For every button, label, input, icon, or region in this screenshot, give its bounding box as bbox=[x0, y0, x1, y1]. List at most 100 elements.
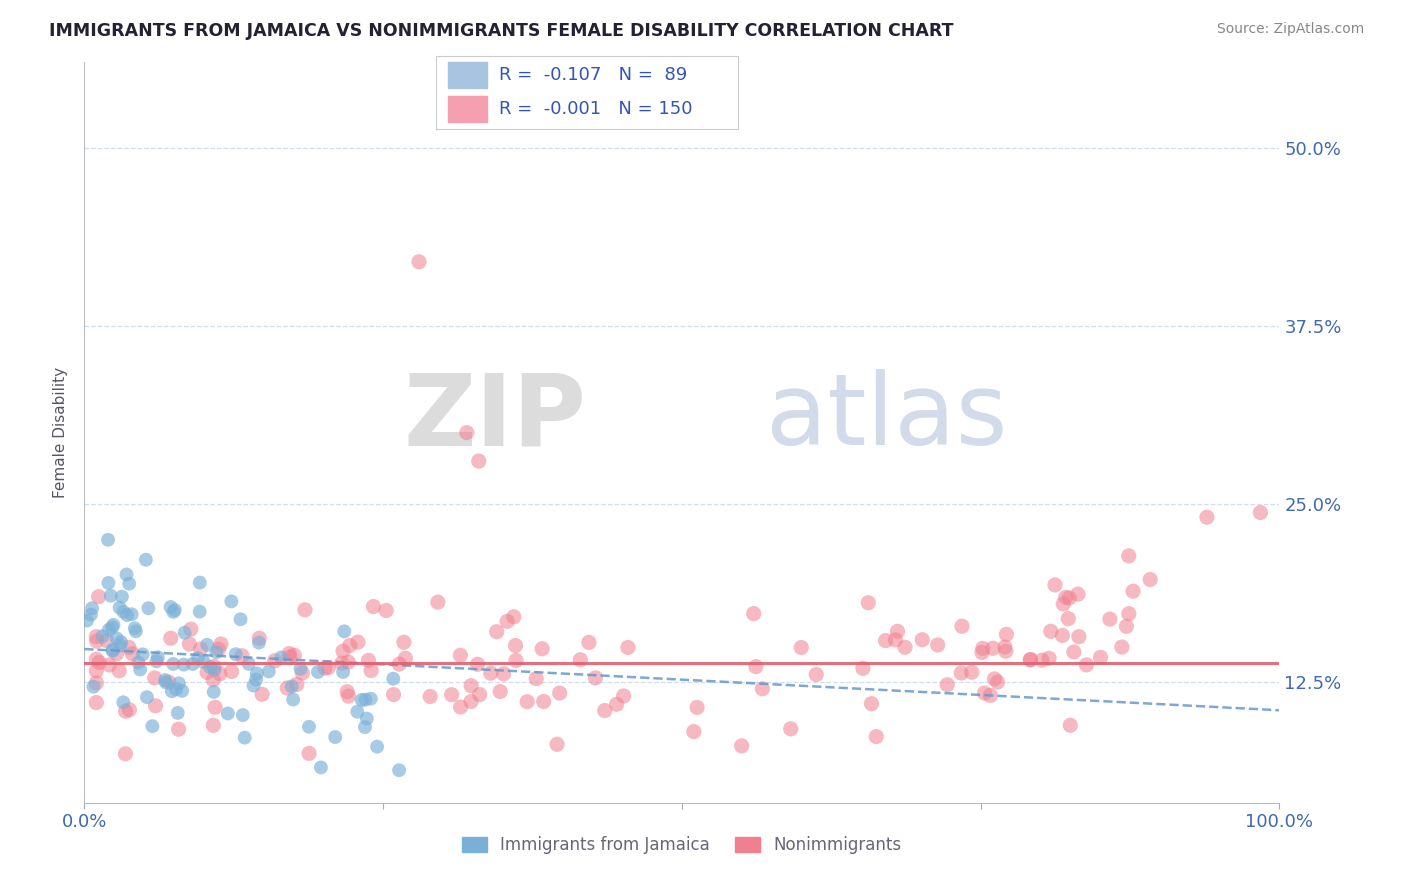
Point bbox=[1057, 612, 1080, 626]
Point bbox=[283, 692, 305, 706]
Point bbox=[180, 622, 202, 636]
Point bbox=[166, 706, 188, 720]
Point bbox=[333, 624, 356, 639]
Point bbox=[247, 635, 270, 649]
Point bbox=[440, 688, 463, 702]
Point bbox=[202, 673, 225, 687]
Point bbox=[357, 653, 380, 667]
Point bbox=[450, 700, 472, 714]
Point bbox=[806, 667, 828, 681]
Point bbox=[193, 655, 215, 669]
Point bbox=[257, 665, 280, 679]
Point bbox=[141, 719, 163, 733]
Point bbox=[285, 677, 308, 691]
Point bbox=[911, 632, 934, 647]
Point bbox=[86, 652, 108, 666]
Point bbox=[492, 666, 515, 681]
Point bbox=[1038, 651, 1060, 665]
Point bbox=[127, 656, 149, 670]
Point bbox=[245, 673, 267, 687]
Point bbox=[505, 639, 527, 653]
Point bbox=[135, 553, 157, 567]
Point bbox=[613, 689, 636, 703]
Point bbox=[336, 684, 359, 698]
Point bbox=[987, 675, 1010, 690]
Point bbox=[233, 731, 256, 745]
Point bbox=[309, 760, 332, 774]
Point bbox=[101, 643, 124, 657]
Point bbox=[276, 681, 298, 695]
Point bbox=[426, 595, 449, 609]
Point bbox=[246, 666, 269, 681]
Point bbox=[97, 533, 120, 547]
Point bbox=[1019, 652, 1042, 666]
Point bbox=[98, 658, 121, 673]
Point bbox=[585, 671, 607, 685]
Point bbox=[960, 665, 983, 680]
Point bbox=[167, 723, 190, 737]
Point bbox=[1122, 584, 1144, 599]
Point bbox=[125, 624, 148, 639]
Point bbox=[198, 660, 221, 674]
Point bbox=[283, 648, 305, 663]
Point bbox=[790, 640, 813, 655]
Point bbox=[76, 614, 98, 628]
Point bbox=[143, 671, 166, 685]
Point bbox=[153, 673, 176, 687]
Point bbox=[505, 653, 527, 667]
Point bbox=[1090, 650, 1112, 665]
Point bbox=[419, 690, 441, 704]
Point bbox=[546, 737, 568, 751]
Point bbox=[181, 657, 204, 671]
Point bbox=[190, 642, 212, 657]
Point bbox=[232, 708, 254, 723]
Point bbox=[489, 684, 512, 698]
Point bbox=[1098, 612, 1121, 626]
Point bbox=[231, 648, 253, 663]
Point bbox=[1063, 645, 1085, 659]
Point bbox=[202, 718, 225, 732]
Point bbox=[278, 649, 301, 664]
Point bbox=[221, 665, 243, 679]
Point bbox=[124, 621, 146, 635]
Point bbox=[87, 590, 110, 604]
Point bbox=[110, 639, 132, 653]
Point bbox=[188, 575, 211, 590]
Point bbox=[108, 664, 131, 678]
Point bbox=[208, 666, 231, 681]
Point bbox=[159, 599, 181, 614]
Point bbox=[108, 600, 131, 615]
Point bbox=[105, 647, 128, 661]
Legend: Immigrants from Jamaica, Nonimmigrants: Immigrants from Jamaica, Nonimmigrants bbox=[456, 830, 908, 861]
Point bbox=[516, 695, 538, 709]
Point bbox=[354, 692, 377, 706]
Text: Source: ZipAtlas.com: Source: ZipAtlas.com bbox=[1216, 22, 1364, 37]
Point bbox=[217, 706, 239, 721]
Point bbox=[270, 650, 292, 665]
Point bbox=[972, 641, 994, 656]
Point bbox=[159, 632, 181, 646]
Point bbox=[162, 657, 184, 671]
Point bbox=[112, 695, 135, 709]
Point bbox=[250, 687, 273, 701]
Point bbox=[112, 605, 135, 619]
Point bbox=[886, 624, 908, 639]
Point bbox=[1059, 718, 1081, 732]
Point bbox=[225, 647, 247, 661]
Point bbox=[121, 647, 143, 661]
Point bbox=[751, 681, 773, 696]
Point bbox=[1052, 628, 1074, 642]
Bar bbox=[449, 95, 488, 122]
Point bbox=[460, 679, 482, 693]
Point bbox=[858, 596, 880, 610]
Point bbox=[995, 627, 1018, 641]
Point bbox=[894, 640, 917, 655]
Point bbox=[1118, 607, 1140, 621]
Text: IMMIGRANTS FROM JAMAICA VS NONIMMIGRANTS FEMALE DISABILITY CORRELATION CHART: IMMIGRANTS FROM JAMAICA VS NONIMMIGRANTS… bbox=[49, 22, 953, 40]
Point bbox=[118, 640, 141, 655]
Point bbox=[157, 675, 180, 690]
Point bbox=[91, 629, 114, 643]
Point bbox=[1139, 573, 1161, 587]
Point bbox=[278, 647, 301, 661]
Point bbox=[347, 635, 370, 649]
